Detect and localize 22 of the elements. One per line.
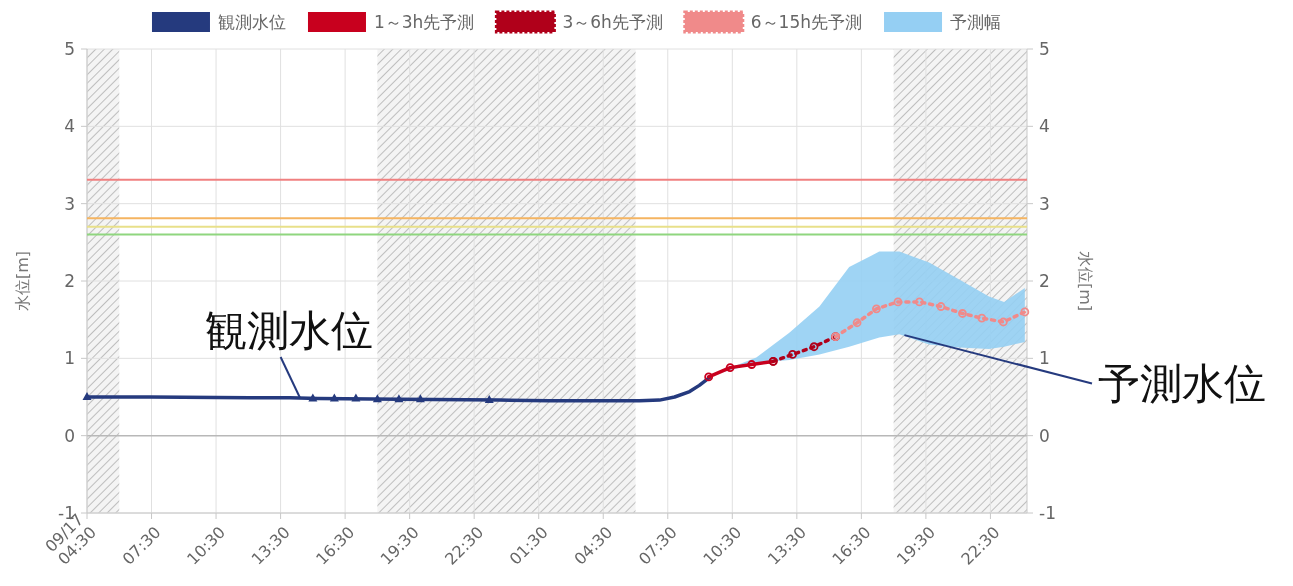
legend-label: 3～6h先予測: [562, 12, 663, 32]
y2-axis-title: 水位[m]: [1076, 250, 1095, 312]
y2-tick-label: 0: [1039, 425, 1050, 446]
y2-tick-label: -1: [1039, 503, 1056, 523]
y2-tick-label: 2: [1039, 271, 1050, 291]
legend-label: 6～15h先予測: [750, 12, 863, 32]
y-tick-label: 1: [64, 348, 75, 369]
y-tick-label: 0: [64, 425, 75, 446]
legend-label: 予測幅: [950, 12, 1002, 32]
y2-tick-label: 3: [1039, 193, 1050, 214]
y2-tick-label: 5: [1039, 39, 1050, 59]
y2-tick-label: 1: [1039, 348, 1050, 369]
y-tick-label: 3: [64, 193, 75, 214]
y-tick-label: 2: [64, 271, 75, 291]
y-axis-title: 水位[m]: [13, 250, 32, 312]
y2-tick-label: 4: [1039, 116, 1050, 137]
annotation: 観測水位: [205, 306, 373, 355]
legend-label: 観測水位: [217, 12, 286, 32]
y-tick-label: 4: [64, 116, 75, 137]
y-tick-label: 5: [64, 39, 75, 59]
annotation: 予測水位: [1098, 359, 1266, 408]
legend-label: 1～3h先予測: [373, 12, 475, 32]
